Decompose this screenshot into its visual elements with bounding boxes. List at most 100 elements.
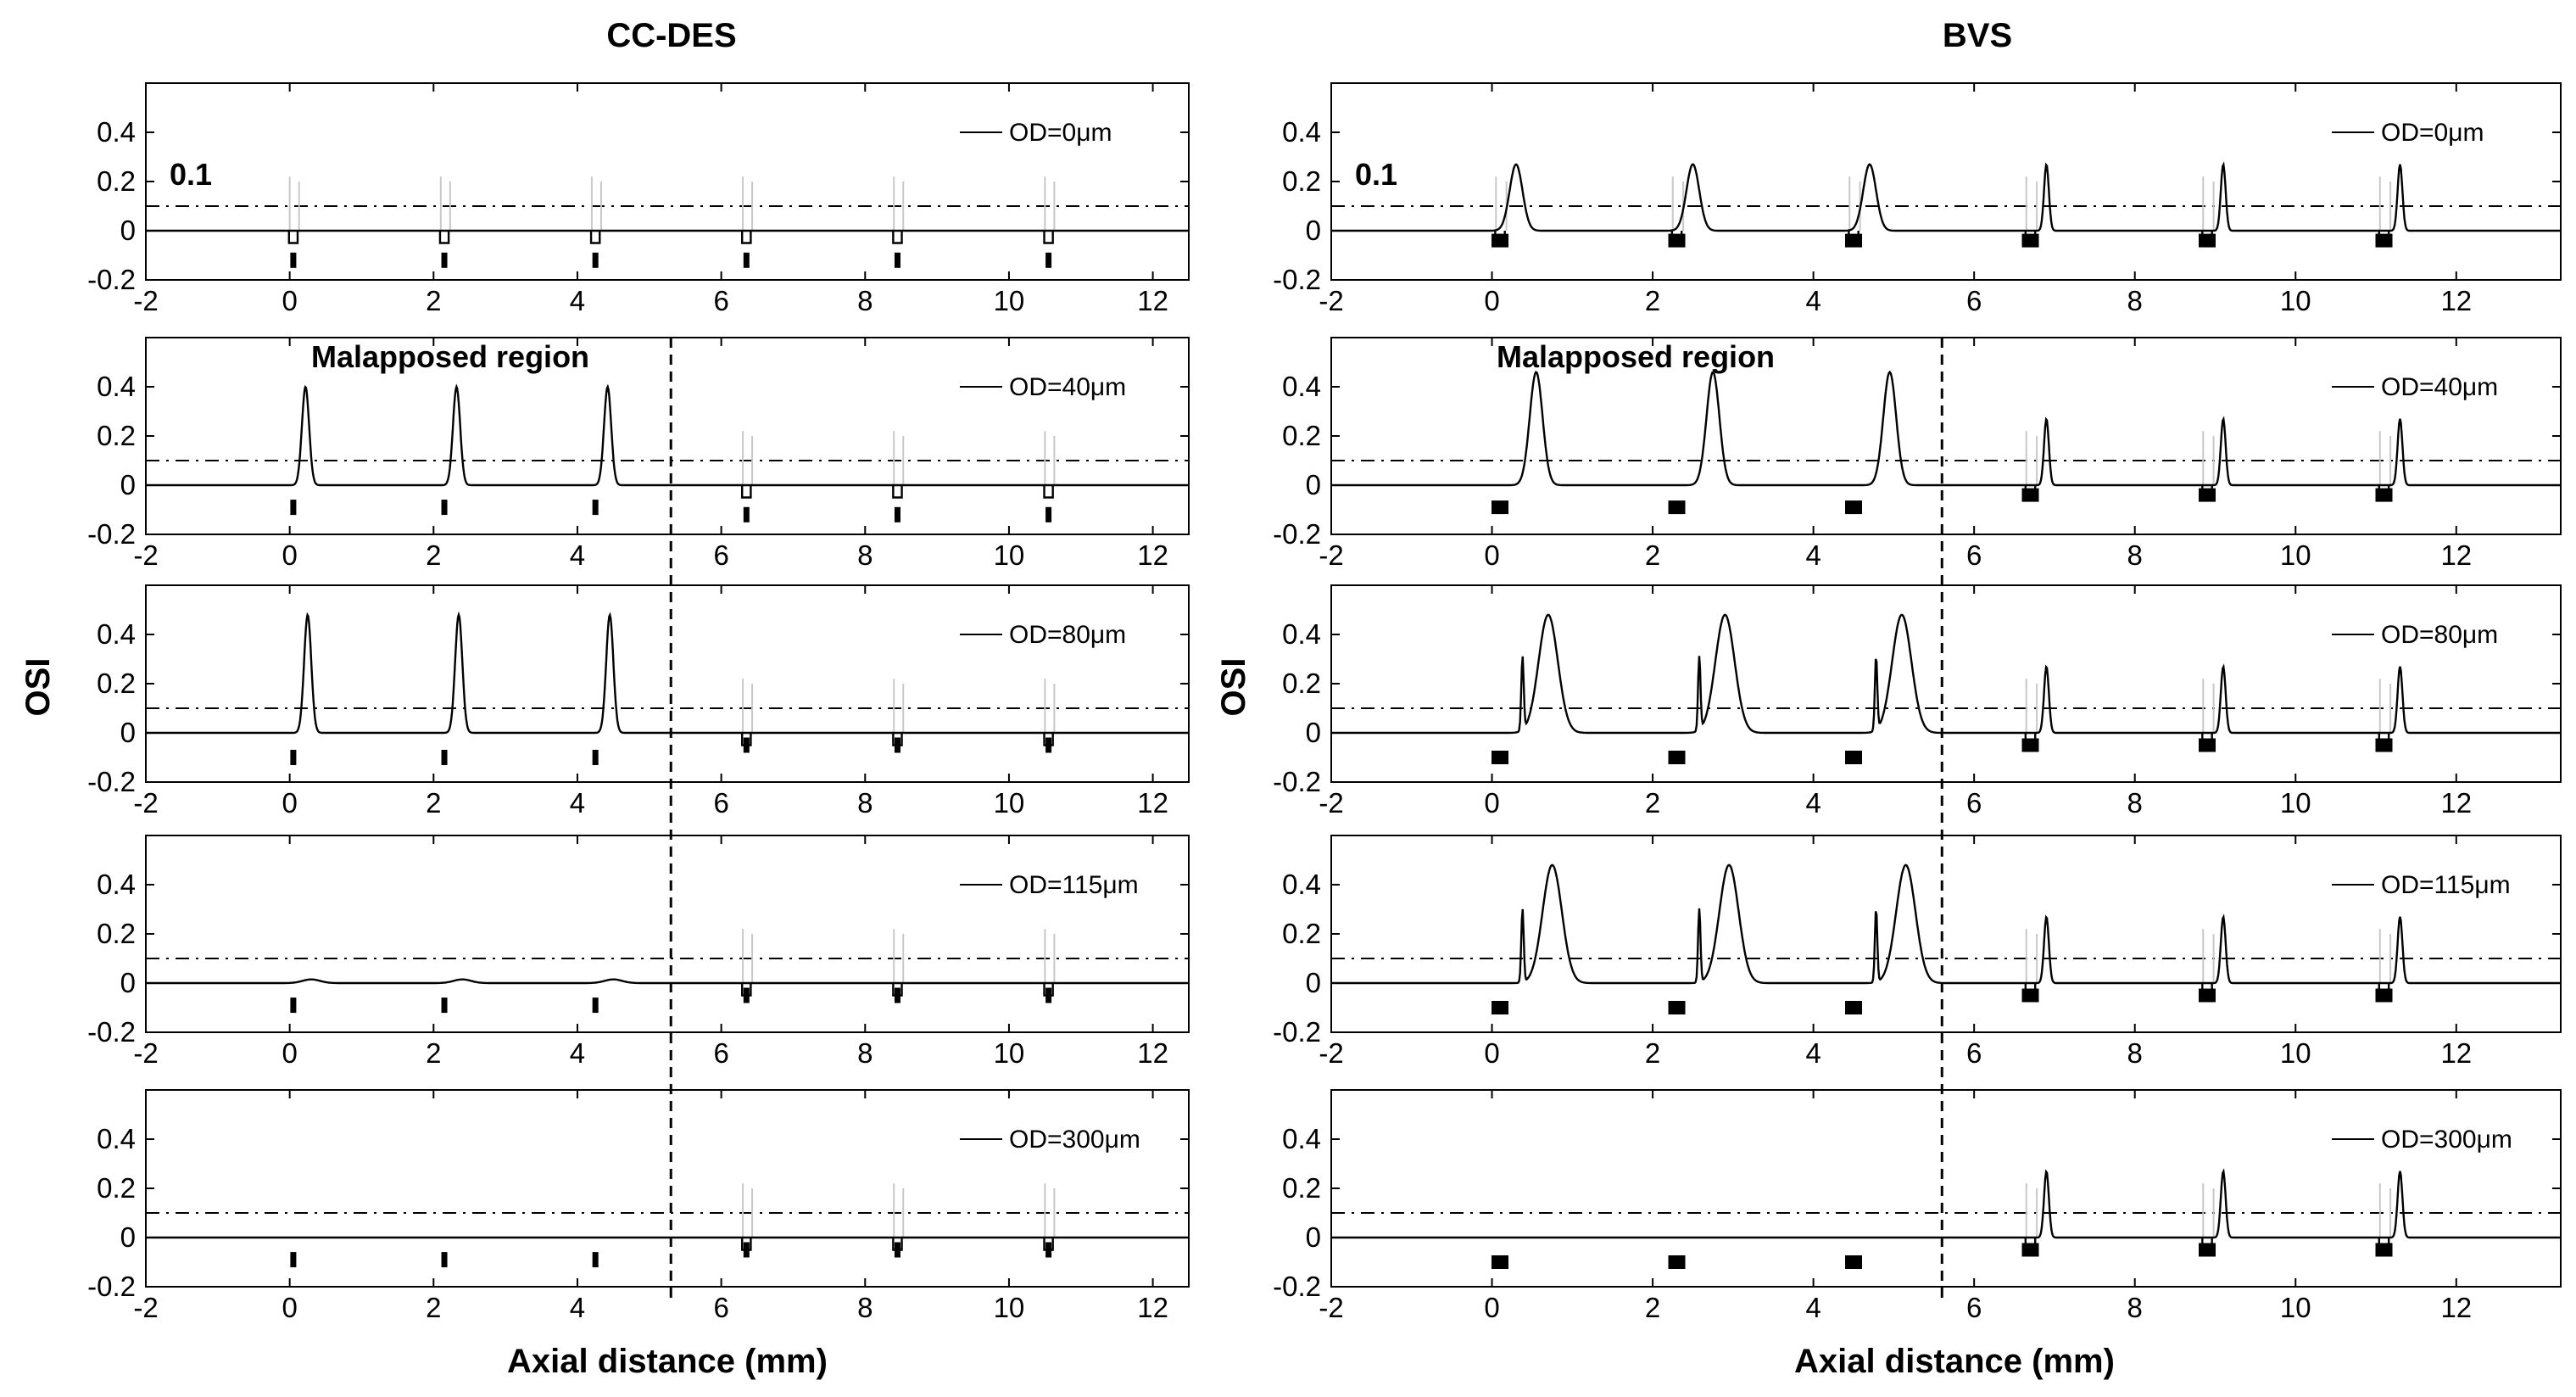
osi-curve xyxy=(146,978,1189,985)
osi-curve xyxy=(1331,161,2561,232)
strut-marker xyxy=(2199,738,2216,752)
strut-marker xyxy=(1668,1255,1686,1269)
column-title-bvs: BVS xyxy=(1943,17,2012,54)
strut-notch xyxy=(438,231,450,244)
x-axis-label-bvs: Axial distance (mm) xyxy=(1794,1343,2115,1380)
x-tick-label: 12 xyxy=(2440,285,2472,316)
y-tick-label: -0.2 xyxy=(87,1016,136,1048)
cc-des-panel-4: 0.4 0.2 0 -0.2-2 0 2 4 6 8 10 12 OD=300μm xyxy=(87,1089,1190,1323)
axes-frame xyxy=(145,1089,1190,1288)
legend-label: OD=0μm xyxy=(1009,119,1112,147)
x-tick-label: 2 xyxy=(1645,1037,1660,1069)
y-tick-label: 0 xyxy=(1306,717,1321,748)
strut-marker xyxy=(1045,252,1052,268)
x-tick-label: 2 xyxy=(1645,1292,1660,1323)
strut-marker xyxy=(1845,1255,1863,1269)
x-tick-label: 2 xyxy=(426,787,441,819)
x-tick-label: 2 xyxy=(426,1292,441,1323)
x-tick-label: -2 xyxy=(1319,1292,1343,1323)
column-title-cc-des: CC-DES xyxy=(606,17,736,54)
y-tick-label: -0.2 xyxy=(87,518,136,550)
osi-curve xyxy=(146,383,1189,487)
x-tick-label: 2 xyxy=(426,1037,441,1069)
strut-marker xyxy=(290,252,297,268)
y-tick-label: -0.2 xyxy=(1273,1016,1321,1048)
x-tick-label: 8 xyxy=(2127,285,2143,316)
x-tick-label: 4 xyxy=(570,539,585,571)
x-tick-label: 2 xyxy=(426,285,441,316)
x-tick-label: 0 xyxy=(282,1037,297,1069)
x-tick-label: 4 xyxy=(570,285,585,316)
y-tick-label: 0.4 xyxy=(1282,618,1321,650)
x-tick-label: 6 xyxy=(1966,285,1982,316)
strut-marker xyxy=(2199,988,2216,1003)
strut-marker xyxy=(1668,233,1686,248)
x-tick-label: 8 xyxy=(2127,787,2143,819)
strut-marker xyxy=(743,1242,750,1258)
y-tick-label: -0.2 xyxy=(1273,766,1321,797)
strut-marker xyxy=(743,506,750,522)
x-tick-label: 12 xyxy=(1137,539,1168,571)
x-tick-label: 12 xyxy=(2440,1292,2472,1323)
strut-notch xyxy=(589,231,601,244)
threshold-annotation: 0.1 xyxy=(1355,157,1397,192)
axes-frame xyxy=(145,337,1190,535)
strut-notch xyxy=(1043,231,1054,244)
strut-marker xyxy=(592,997,599,1014)
x-tick-label: 6 xyxy=(713,539,728,571)
strut-marker xyxy=(2375,738,2393,752)
y-tick-label: 0.4 xyxy=(1282,1123,1321,1154)
strut-marker xyxy=(2375,233,2393,248)
strut-marker xyxy=(2021,738,2039,752)
x-tick-label: 8 xyxy=(2127,1292,2143,1323)
x-tick-label: 2 xyxy=(426,539,441,571)
x-tick-label: 0 xyxy=(282,1292,297,1323)
y-tick-label: 0.2 xyxy=(1282,918,1321,949)
strut-notch xyxy=(892,485,903,499)
x-tick-label: -2 xyxy=(1319,787,1343,819)
strut-notch xyxy=(1043,485,1054,499)
strut-notch xyxy=(892,231,903,244)
x-tick-label: 2 xyxy=(1645,285,1660,316)
strut-marker xyxy=(894,1242,900,1258)
x-tick-label: 10 xyxy=(994,1037,1025,1069)
x-tick-label: -2 xyxy=(133,1292,158,1323)
axes-frame xyxy=(145,835,1190,1033)
x-tick-label: 4 xyxy=(1805,1292,1820,1323)
y-tick-label: 0 xyxy=(1306,215,1321,246)
x-tick-label: 6 xyxy=(713,1037,728,1069)
bvs-panel-3: 0.4 0.2 0 -0.2-2 0 2 4 6 8 10 12 OD=115μm xyxy=(1273,835,2562,1069)
x-tick-label: 12 xyxy=(1137,1292,1168,1323)
legend-label: OD=80μm xyxy=(1009,621,1126,649)
y-tick-label: 0.4 xyxy=(1282,116,1321,148)
strut-marker xyxy=(1845,500,1863,515)
legend-label: OD=115μm xyxy=(2381,871,2511,899)
strut-marker xyxy=(592,1252,599,1268)
strut-marker xyxy=(894,506,900,522)
strut-marker xyxy=(1492,1001,1509,1014)
strut-marker xyxy=(2375,988,2393,1003)
x-tick-label: 12 xyxy=(1137,787,1168,819)
strut-marker xyxy=(2021,233,2039,248)
x-tick-label: 6 xyxy=(713,285,728,316)
strut-marker xyxy=(743,987,750,1003)
x-tick-label: 0 xyxy=(1484,1292,1499,1323)
axes-frame xyxy=(145,82,1190,281)
strut-marker xyxy=(441,750,448,765)
x-tick-label: -2 xyxy=(133,539,158,571)
x-tick-label: 2 xyxy=(1645,787,1660,819)
strut-marker xyxy=(894,987,900,1003)
y-tick-label: 0.4 xyxy=(97,618,136,650)
x-tick-label: 0 xyxy=(1484,1037,1499,1069)
strut-marker xyxy=(592,750,599,765)
x-tick-label: 8 xyxy=(857,787,873,819)
x-tick-label: 12 xyxy=(1137,1037,1168,1069)
strut-marker xyxy=(1845,1001,1863,1014)
strut-marker xyxy=(290,1252,297,1268)
x-tick-label: 6 xyxy=(1966,1292,1982,1323)
x-tick-label: 10 xyxy=(2280,1037,2311,1069)
bvs-panel-1: 0.4 0.2 0 -0.2-2 0 2 4 6 8 10 12 OD=40μm Malapposed … xyxy=(1273,337,2562,571)
legend-label: OD=115μm xyxy=(1009,871,1139,899)
strut-marker xyxy=(1668,500,1686,515)
x-tick-label: 0 xyxy=(282,285,297,316)
